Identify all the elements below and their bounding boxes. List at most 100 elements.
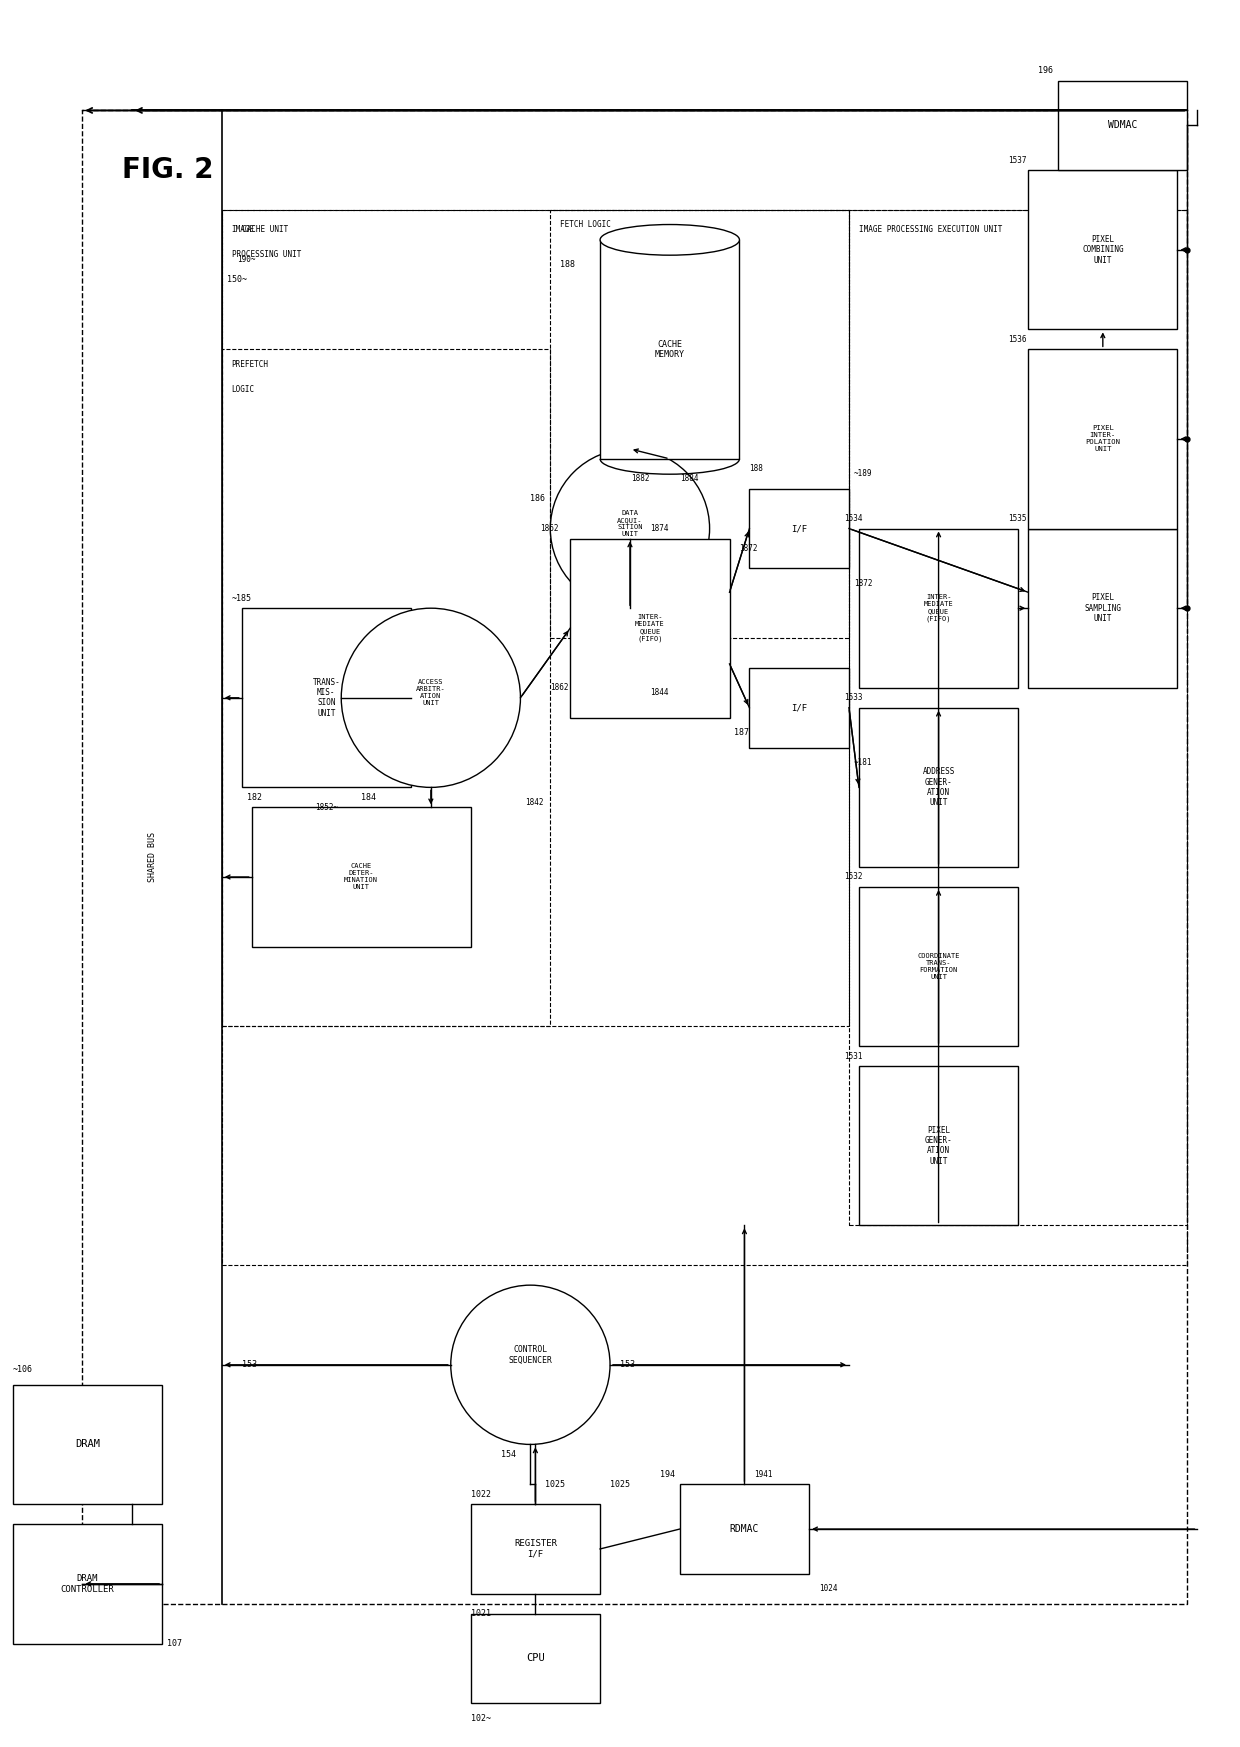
Text: 1535: 1535 bbox=[1008, 514, 1027, 522]
Text: ~189: ~189 bbox=[854, 470, 873, 479]
Text: 1874: 1874 bbox=[650, 524, 668, 533]
Text: CONTROL
SEQUENCER: CONTROL SEQUENCER bbox=[508, 1345, 552, 1364]
Text: PIXEL
COMBINING
UNIT: PIXEL COMBINING UNIT bbox=[1083, 234, 1123, 266]
Text: CACHE
DETER-
MINATION
UNIT: CACHE DETER- MINATION UNIT bbox=[345, 863, 378, 891]
Bar bbox=[1058, 80, 1188, 169]
Text: ~185: ~185 bbox=[232, 594, 252, 603]
Bar bbox=[749, 489, 849, 568]
Text: 153: 153 bbox=[242, 1361, 257, 1370]
Text: 188: 188 bbox=[749, 465, 764, 473]
Text: 1533: 1533 bbox=[844, 694, 863, 702]
Text: 1532: 1532 bbox=[844, 872, 863, 882]
Text: DATA
ACQUI-
SITION
UNIT: DATA ACQUI- SITION UNIT bbox=[618, 510, 642, 536]
Bar bbox=[222, 210, 1188, 1265]
Bar bbox=[570, 538, 729, 718]
Text: 1884: 1884 bbox=[681, 473, 699, 484]
Text: INTER-
MEDIATE
QUEUE
(FIFO): INTER- MEDIATE QUEUE (FIFO) bbox=[924, 594, 954, 622]
Text: ~181: ~181 bbox=[854, 758, 873, 767]
Bar bbox=[600, 239, 739, 459]
Bar bbox=[680, 1485, 810, 1574]
Text: 1941: 1941 bbox=[754, 1469, 773, 1478]
Text: I/F: I/F bbox=[791, 704, 807, 713]
Bar bbox=[1028, 349, 1178, 529]
Text: IMAGE PROCESSING EXECUTION UNIT: IMAGE PROCESSING EXECUTION UNIT bbox=[859, 225, 1002, 234]
Text: CACHE UNIT: CACHE UNIT bbox=[242, 225, 288, 234]
Bar bbox=[242, 608, 410, 788]
Text: 1021: 1021 bbox=[471, 1609, 491, 1618]
Bar bbox=[12, 1385, 162, 1504]
Bar bbox=[849, 210, 1188, 1225]
Text: CPU: CPU bbox=[526, 1653, 544, 1663]
Bar bbox=[471, 1504, 600, 1593]
Bar bbox=[551, 210, 849, 638]
Circle shape bbox=[341, 608, 521, 788]
Bar bbox=[222, 349, 551, 1025]
Text: REGISTER
I/F: REGISTER I/F bbox=[513, 1539, 557, 1558]
Text: FIG. 2: FIG. 2 bbox=[123, 155, 213, 183]
Circle shape bbox=[551, 449, 709, 608]
Text: 187: 187 bbox=[734, 728, 749, 737]
Bar bbox=[471, 1614, 600, 1703]
Text: COORDINATE
TRANS-
FORMATION
UNIT: COORDINATE TRANS- FORMATION UNIT bbox=[918, 954, 960, 980]
Text: 1025: 1025 bbox=[546, 1480, 565, 1488]
Text: 1872: 1872 bbox=[739, 543, 758, 554]
Text: 107: 107 bbox=[167, 1639, 182, 1647]
Text: 150~: 150~ bbox=[227, 276, 247, 285]
Bar bbox=[749, 667, 849, 748]
Text: 186: 186 bbox=[531, 494, 546, 503]
Bar bbox=[859, 1066, 1018, 1225]
Bar bbox=[859, 708, 1018, 867]
Text: DRAM
CONTROLLER: DRAM CONTROLLER bbox=[61, 1574, 114, 1593]
Text: ACCESS
ARBITR-
ATION
UNIT: ACCESS ARBITR- ATION UNIT bbox=[415, 680, 445, 706]
Text: SHARED BUS: SHARED BUS bbox=[148, 832, 156, 882]
Text: 1862: 1862 bbox=[551, 683, 569, 692]
Text: 1882: 1882 bbox=[631, 473, 650, 484]
Text: RDMAC: RDMAC bbox=[730, 1523, 759, 1534]
Text: 1531: 1531 bbox=[844, 1052, 863, 1060]
Text: WDMAC: WDMAC bbox=[1109, 121, 1137, 131]
Bar bbox=[1028, 529, 1178, 688]
Text: PREFETCH: PREFETCH bbox=[232, 360, 269, 369]
Text: DRAM: DRAM bbox=[74, 1440, 100, 1450]
Text: INTER-
MEDIATE
QUEUE
(FIFO): INTER- MEDIATE QUEUE (FIFO) bbox=[635, 615, 665, 641]
Text: 153: 153 bbox=[620, 1361, 635, 1370]
Text: 194: 194 bbox=[660, 1469, 675, 1478]
Text: 154: 154 bbox=[501, 1450, 516, 1459]
Text: PIXEL
SAMPLING
UNIT: PIXEL SAMPLING UNIT bbox=[1084, 594, 1121, 624]
Text: 1534: 1534 bbox=[844, 514, 863, 522]
Text: FETCH LOGIC: FETCH LOGIC bbox=[560, 220, 611, 229]
Circle shape bbox=[451, 1286, 610, 1445]
Text: 1024: 1024 bbox=[820, 1585, 837, 1593]
Bar bbox=[1028, 169, 1178, 330]
Text: LOGIC: LOGIC bbox=[232, 384, 255, 393]
Text: 190~: 190~ bbox=[237, 255, 255, 264]
Bar bbox=[252, 807, 471, 947]
Bar bbox=[859, 887, 1018, 1046]
Bar bbox=[222, 210, 849, 1025]
Text: 1536: 1536 bbox=[1008, 335, 1027, 344]
Bar bbox=[82, 110, 1188, 1604]
Text: ~106: ~106 bbox=[12, 1364, 32, 1375]
Text: PIXEL
INTER-
POLATION
UNIT: PIXEL INTER- POLATION UNIT bbox=[1085, 426, 1120, 452]
Text: 188: 188 bbox=[560, 260, 575, 269]
Text: 1025: 1025 bbox=[610, 1480, 630, 1488]
Text: 182: 182 bbox=[247, 793, 262, 802]
Bar bbox=[859, 529, 1018, 688]
Text: I/F: I/F bbox=[791, 524, 807, 533]
Text: 184: 184 bbox=[361, 793, 376, 802]
Text: PIXEL
GENER-
ATION
UNIT: PIXEL GENER- ATION UNIT bbox=[925, 1125, 952, 1165]
Text: 196: 196 bbox=[1038, 66, 1053, 75]
Text: 1022: 1022 bbox=[471, 1490, 491, 1499]
Text: 102~: 102~ bbox=[471, 1714, 491, 1723]
Text: 1872: 1872 bbox=[854, 578, 873, 587]
Text: ADDRESS
GENER-
ATION
UNIT: ADDRESS GENER- ATION UNIT bbox=[923, 767, 955, 807]
Text: 1537: 1537 bbox=[1008, 155, 1027, 164]
Text: 1844: 1844 bbox=[650, 688, 668, 697]
Ellipse shape bbox=[600, 225, 739, 255]
Text: TRANS-
MIS-
SION
UNIT: TRANS- MIS- SION UNIT bbox=[312, 678, 340, 718]
Text: CACHE
MEMORY: CACHE MEMORY bbox=[655, 339, 684, 360]
Text: 1852~: 1852~ bbox=[315, 804, 337, 812]
Text: PROCESSING UNIT: PROCESSING UNIT bbox=[232, 250, 301, 259]
Bar bbox=[12, 1523, 162, 1644]
Text: IMAGE: IMAGE bbox=[232, 225, 255, 234]
